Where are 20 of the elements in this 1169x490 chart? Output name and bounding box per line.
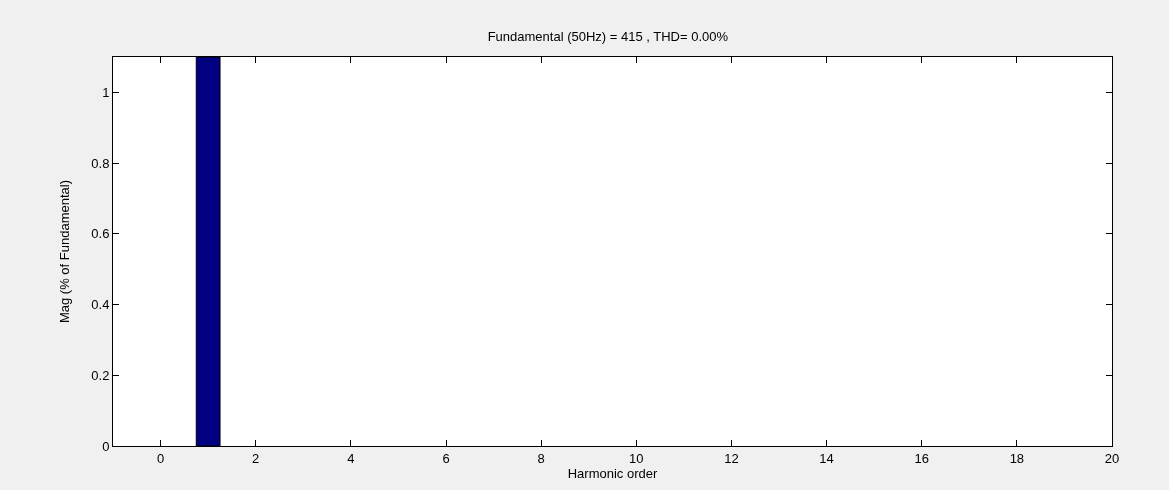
y-tick-label: 0.2 [91,367,110,383]
x-tick-label: 20 [1104,450,1120,466]
y-tick-label: 0.8 [91,155,110,171]
x-tick-label: 0 [156,450,165,466]
y-axis-title: Mag (% of Fundamental) [57,179,73,324]
x-tick-label: 6 [442,450,450,466]
x-tick-label: 10 [629,450,644,466]
y-tick-label: 1 [102,84,110,100]
x-tick-label: 8 [537,450,545,466]
chart-title: Fundamental (50Hz) = 415 , THD= 0.00% [487,29,729,45]
x-tick-label: 18 [1009,450,1025,466]
y-tick-label: 0 [102,438,110,454]
y-tick-label: 0.4 [91,297,110,313]
x-tick-label: 14 [819,450,834,466]
x-tick-label: 12 [724,450,739,466]
y-tick-label: 0.6 [91,226,110,242]
x-axis-title: Harmonic order [567,465,658,481]
x-tick-label: 2 [252,450,260,466]
x-tick-label: 16 [914,450,929,466]
x-tick-label: 4 [347,450,355,466]
